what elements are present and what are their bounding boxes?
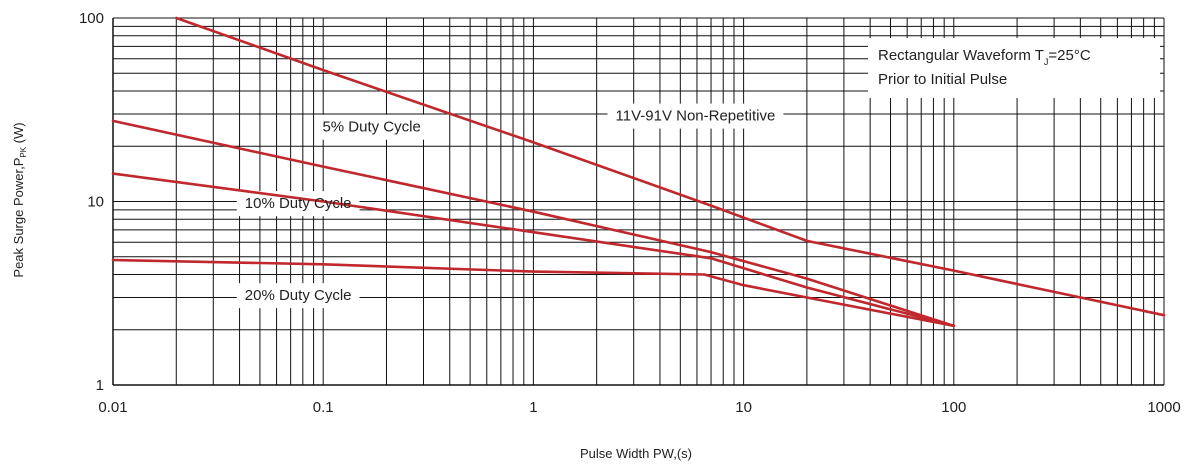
series-line-3 [111, 172, 956, 328]
x-tick-label: 10 [735, 399, 752, 416]
x-tick-label: 0.01 [98, 399, 127, 416]
curve-label-label_5pct: 5% Duty Cycle [322, 119, 420, 136]
x-tick-label: 1 [529, 399, 537, 416]
curve-label-background [607, 103, 784, 129]
waveform-info-background [868, 38, 1160, 98]
curve-label-background [314, 114, 429, 140]
curve-labels: 11V-91V Non-Repetitive 5% Duty Cycle 10% D… [245, 108, 776, 305]
y-tick-label: 1 [96, 377, 104, 394]
series-line-4 [111, 258, 956, 328]
waveform-info-line1-rest: =25°C [1048, 47, 1090, 64]
y-axis-title: Peak Surge Power,PPK (W) [11, 122, 28, 277]
series-line-2 [111, 119, 956, 328]
y-axis-title-sub: PK [19, 146, 28, 157]
x-axis-title: Pulse Width PW,(s) [580, 446, 692, 461]
waveform-info-line2: Prior to Initial Pulse [878, 71, 1007, 88]
x-tick-label: 100 [941, 399, 966, 416]
curve-label-label_20pct: 20% Duty Cycle [245, 287, 352, 304]
x-tick-label: 1000 [1147, 399, 1180, 416]
y-axis-title-unit: (W) [11, 122, 26, 147]
x-tick-label: 0.1 [313, 399, 334, 416]
waveform-info-line1: Rectangular Waveform TJ=25°C [878, 47, 1091, 67]
curve-label-label_nonrep: 11V-91V Non-Repetitive [616, 108, 776, 125]
waveform-info-line1-sub: J [1044, 57, 1049, 67]
curve-label-background [236, 283, 360, 309]
curve-label-label_10pct: 10% Duty Cycle [245, 195, 352, 212]
waveform-info-box: Rectangular Waveform TJ=25°C Prior to In… [868, 38, 1160, 98]
y-tick-label: 100 [79, 10, 104, 27]
series-lines [111, 16, 1166, 328]
y-tick-label: 10 [87, 194, 104, 211]
tick-labels: 0.01 0.1 1 10 100 1000 1 10 100 [79, 10, 1181, 416]
y-axis-title-main: Peak Surge Power,P [11, 158, 26, 278]
waveform-info-line1-main: Rectangular Waveform T [878, 47, 1044, 64]
label-backgrounds [236, 103, 784, 309]
series-line-1 [175, 16, 1166, 317]
